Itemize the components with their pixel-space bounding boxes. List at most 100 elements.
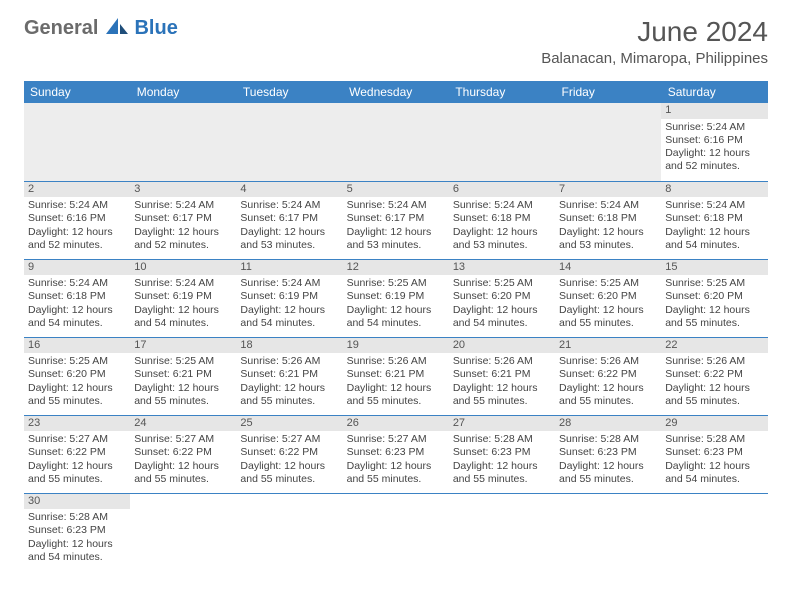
dl2-text: and 55 minutes. (240, 395, 338, 408)
sunrise-text: Sunrise: 5:24 AM (559, 199, 657, 212)
sunrise-text: Sunrise: 5:24 AM (28, 199, 126, 212)
calendar-cell (130, 103, 236, 181)
day-number: 8 (661, 182, 767, 198)
sunrise-text: Sunrise: 5:24 AM (453, 199, 551, 212)
sunrise-text: Sunrise: 5:24 AM (665, 121, 763, 134)
dl1-text: Daylight: 12 hours (134, 226, 232, 239)
sunrise-text: Sunrise: 5:25 AM (453, 277, 551, 290)
dl1-text: Daylight: 12 hours (134, 460, 232, 473)
calendar-row: 16Sunrise: 5:25 AMSunset: 6:20 PMDayligh… (24, 337, 768, 415)
calendar-cell: 24Sunrise: 5:27 AMSunset: 6:22 PMDayligh… (130, 415, 236, 493)
dl2-text: and 55 minutes. (134, 473, 232, 486)
calendar-cell: 6Sunrise: 5:24 AMSunset: 6:18 PMDaylight… (449, 181, 555, 259)
dl2-text: and 53 minutes. (347, 239, 445, 252)
sunrise-text: Sunrise: 5:26 AM (240, 355, 338, 368)
dl2-text: and 55 minutes. (453, 395, 551, 408)
calendar-cell: 15Sunrise: 5:25 AMSunset: 6:20 PMDayligh… (661, 259, 767, 337)
dl1-text: Daylight: 12 hours (559, 382, 657, 395)
dl2-text: and 54 minutes. (347, 317, 445, 330)
day-number: 26 (343, 416, 449, 432)
calendar-cell: 5Sunrise: 5:24 AMSunset: 6:17 PMDaylight… (343, 181, 449, 259)
dl1-text: Daylight: 12 hours (347, 226, 445, 239)
day-number: 30 (24, 494, 130, 510)
sunrise-text: Sunrise: 5:25 AM (559, 277, 657, 290)
sunrise-text: Sunrise: 5:27 AM (347, 433, 445, 446)
day-number: 24 (130, 416, 236, 432)
calendar-cell: 7Sunrise: 5:24 AMSunset: 6:18 PMDaylight… (555, 181, 661, 259)
sunrise-text: Sunrise: 5:27 AM (134, 433, 232, 446)
calendar-cell: 27Sunrise: 5:28 AMSunset: 6:23 PMDayligh… (449, 415, 555, 493)
day-number: 12 (343, 260, 449, 276)
sunrise-text: Sunrise: 5:28 AM (665, 433, 763, 446)
dl2-text: and 55 minutes. (347, 395, 445, 408)
day-header: Wednesday (343, 81, 449, 103)
dl2-text: and 55 minutes. (559, 395, 657, 408)
calendar-table: Sunday Monday Tuesday Wednesday Thursday… (24, 81, 768, 571)
day-header: Monday (130, 81, 236, 103)
dl2-text: and 55 minutes. (665, 317, 763, 330)
dl1-text: Daylight: 12 hours (453, 382, 551, 395)
calendar-cell (24, 103, 130, 181)
sail-icon (104, 16, 130, 41)
sunrise-text: Sunrise: 5:24 AM (347, 199, 445, 212)
sunrise-text: Sunrise: 5:26 AM (665, 355, 763, 368)
calendar-cell: 21Sunrise: 5:26 AMSunset: 6:22 PMDayligh… (555, 337, 661, 415)
sunrise-text: Sunrise: 5:28 AM (559, 433, 657, 446)
dl1-text: Daylight: 12 hours (28, 460, 126, 473)
dl1-text: Daylight: 12 hours (240, 226, 338, 239)
sunrise-text: Sunrise: 5:28 AM (453, 433, 551, 446)
dl2-text: and 54 minutes. (453, 317, 551, 330)
dl1-text: Daylight: 12 hours (347, 304, 445, 317)
day-number: 23 (24, 416, 130, 432)
location-subtitle: Balanacan, Mimaropa, Philippines (541, 50, 768, 67)
sunset-text: Sunset: 6:20 PM (665, 290, 763, 303)
day-number: 2 (24, 182, 130, 198)
calendar-cell: 23Sunrise: 5:27 AMSunset: 6:22 PMDayligh… (24, 415, 130, 493)
dl1-text: Daylight: 12 hours (28, 382, 126, 395)
dl2-text: and 53 minutes. (559, 239, 657, 252)
logo-text-general: General (24, 17, 98, 40)
calendar-cell: 26Sunrise: 5:27 AMSunset: 6:23 PMDayligh… (343, 415, 449, 493)
sunset-text: Sunset: 6:23 PM (347, 446, 445, 459)
day-number: 29 (661, 416, 767, 432)
dl1-text: Daylight: 12 hours (347, 460, 445, 473)
sunset-text: Sunset: 6:22 PM (28, 446, 126, 459)
sunset-text: Sunset: 6:19 PM (134, 290, 232, 303)
day-header: Sunday (24, 81, 130, 103)
day-number: 18 (236, 338, 342, 354)
calendar-cell: 13Sunrise: 5:25 AMSunset: 6:20 PMDayligh… (449, 259, 555, 337)
dl1-text: Daylight: 12 hours (665, 147, 763, 160)
dl2-text: and 54 minutes. (28, 317, 126, 330)
sunset-text: Sunset: 6:17 PM (347, 212, 445, 225)
dl1-text: Daylight: 12 hours (28, 538, 126, 551)
sunset-text: Sunset: 6:23 PM (559, 446, 657, 459)
sunrise-text: Sunrise: 5:27 AM (28, 433, 126, 446)
calendar-cell (449, 103, 555, 181)
calendar-cell (555, 493, 661, 571)
sunrise-text: Sunrise: 5:25 AM (665, 277, 763, 290)
calendar-cell: 18Sunrise: 5:26 AMSunset: 6:21 PMDayligh… (236, 337, 342, 415)
sunset-text: Sunset: 6:18 PM (28, 290, 126, 303)
day-number: 20 (449, 338, 555, 354)
dl1-text: Daylight: 12 hours (28, 304, 126, 317)
day-number: 5 (343, 182, 449, 198)
dl2-text: and 55 minutes. (28, 395, 126, 408)
dl1-text: Daylight: 12 hours (453, 226, 551, 239)
day-number: 21 (555, 338, 661, 354)
calendar-cell: 16Sunrise: 5:25 AMSunset: 6:20 PMDayligh… (24, 337, 130, 415)
calendar-cell: 29Sunrise: 5:28 AMSunset: 6:23 PMDayligh… (661, 415, 767, 493)
dl2-text: and 54 minutes. (665, 239, 763, 252)
sunrise-text: Sunrise: 5:24 AM (665, 199, 763, 212)
sunset-text: Sunset: 6:18 PM (665, 212, 763, 225)
sunset-text: Sunset: 6:21 PM (453, 368, 551, 381)
sunset-text: Sunset: 6:23 PM (453, 446, 551, 459)
calendar-cell (343, 493, 449, 571)
day-header: Saturday (661, 81, 767, 103)
sunset-text: Sunset: 6:23 PM (28, 524, 126, 537)
sunset-text: Sunset: 6:21 PM (240, 368, 338, 381)
day-number: 3 (130, 182, 236, 198)
day-header: Tuesday (236, 81, 342, 103)
sunset-text: Sunset: 6:19 PM (240, 290, 338, 303)
sunset-text: Sunset: 6:22 PM (134, 446, 232, 459)
sunrise-text: Sunrise: 5:26 AM (559, 355, 657, 368)
